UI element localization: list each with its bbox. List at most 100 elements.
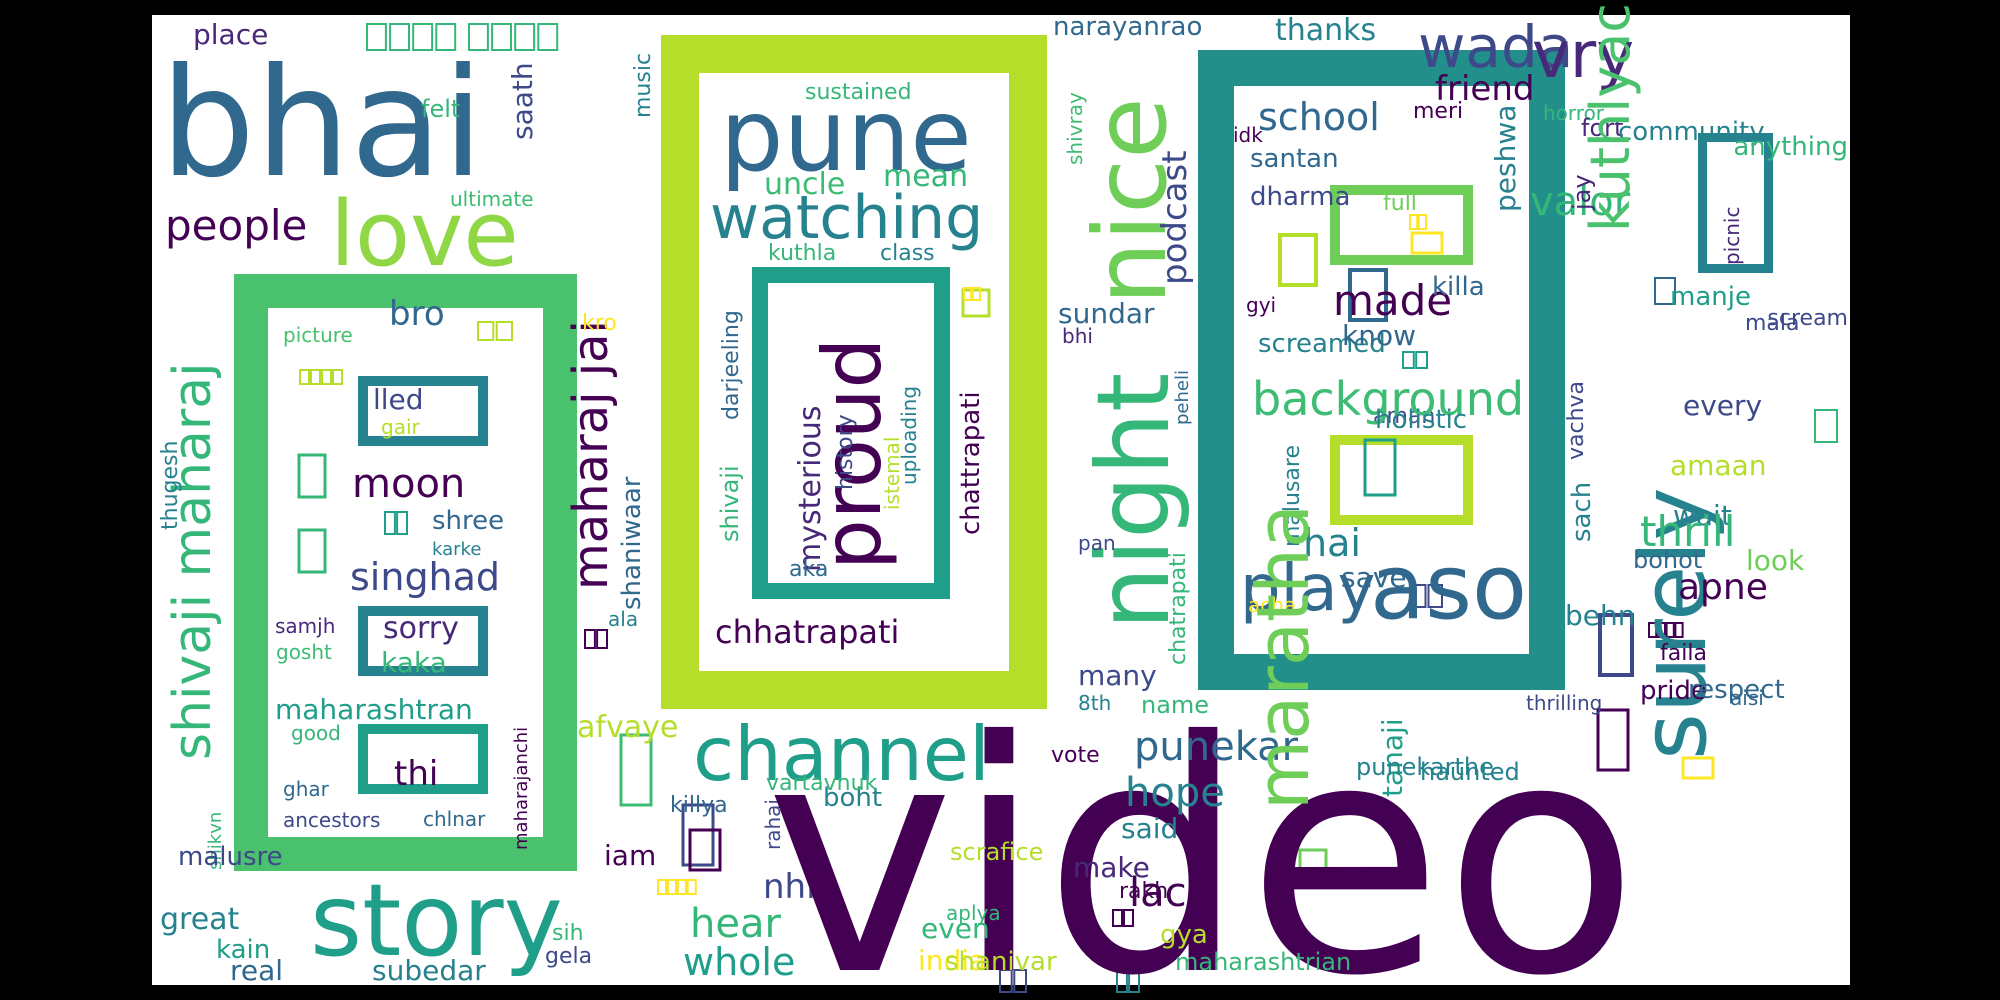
cloud-word: know [1342, 319, 1416, 352]
cloud-word: peheli [1172, 370, 1193, 425]
cloud-word: bhai [160, 37, 484, 211]
cloud-word: make [1073, 851, 1150, 884]
cloud-word: valor [1530, 179, 1631, 225]
cloud-word: bro [389, 294, 445, 334]
cloud-word: every [1683, 389, 1762, 422]
glyph-box [366, 23, 387, 51]
cloud-word: sach [1567, 482, 1597, 542]
cloud-word: class [880, 241, 935, 266]
cloud-word: mean [883, 159, 968, 194]
cloud-word: ancestors [283, 808, 380, 832]
cloud-word: surely [1622, 487, 1727, 760]
glyph-box [1123, 909, 1134, 927]
glyph-box [676, 879, 687, 895]
cloud-word: 8th [1078, 691, 1111, 715]
cloud-word: narayanrao [1053, 12, 1202, 42]
glyph-box [389, 23, 411, 51]
cloud-word: vachva [1564, 381, 1589, 460]
cloud-word: felt [421, 95, 460, 123]
cloud-word: manje [1670, 282, 1751, 312]
cloud-word: killa [1432, 272, 1485, 302]
glyph-box [686, 879, 697, 895]
cloud-word: even [921, 912, 990, 945]
glyph-box [1363, 438, 1397, 497]
cloud-word: karke [432, 539, 481, 560]
glyph-box [999, 969, 1013, 993]
cloud-word: save [1341, 561, 1407, 594]
glyph-box-large [661, 35, 1047, 709]
cloud-word: shikvn [205, 812, 226, 870]
glyph-box-large [752, 267, 950, 599]
cloud-word: chlnar [423, 807, 486, 831]
cloud-word: killya [670, 793, 728, 818]
cloud-word: pride [1640, 676, 1707, 706]
cloud-word: india [918, 944, 986, 977]
glyph-box [971, 287, 981, 301]
cloud-word: behn [1565, 599, 1636, 632]
cloud-word: istemal [880, 437, 904, 510]
cloud-word: whole [683, 940, 795, 984]
cloud-word: chatrapati [1166, 552, 1191, 665]
cloud-word: punekarthe [1356, 753, 1494, 781]
glyph-box-large [358, 724, 488, 794]
glyph-box [310, 369, 321, 385]
glyph-box [1665, 622, 1675, 638]
cloud-word: great [160, 902, 240, 937]
cloud-word: hai [1303, 521, 1361, 565]
cloud-word: lac [1129, 870, 1187, 916]
cloud-word: history [833, 414, 858, 490]
cloud-word: thrilling [1526, 691, 1602, 715]
cloud-word: school [1258, 95, 1380, 139]
cloud-word: iam [604, 839, 656, 872]
cloud-word: hope [1125, 770, 1225, 816]
cloud-word: thi [394, 754, 438, 794]
cloud-word: gya [1160, 920, 1208, 950]
cloud-word: vartavnuk [766, 771, 878, 796]
cloud-word: podcast [1155, 150, 1195, 285]
cloud-word: afvaye [577, 710, 678, 745]
cloud-word: idk [1233, 123, 1263, 147]
box-layer [234, 23, 1838, 993]
cloud-word: name [1141, 691, 1209, 719]
glyph-box [1409, 214, 1419, 230]
glyph-box [657, 879, 668, 895]
glyph-box [1402, 351, 1415, 369]
glyph-box [1681, 756, 1715, 780]
cloud-word: jay [1568, 174, 1596, 211]
cloud-word: uploading [897, 386, 921, 485]
glyph-box [1648, 622, 1658, 638]
glyph-box [1013, 969, 1027, 993]
cloud-word: boht [823, 783, 882, 813]
cloud-word: rahai [761, 799, 785, 850]
glyph-box [1415, 351, 1428, 369]
cloud-word: kain [216, 935, 270, 965]
glyph-box [491, 23, 513, 51]
glyph-box [1278, 233, 1318, 287]
cloud-word: background [1252, 372, 1524, 426]
cloud-word: thrill [1640, 507, 1735, 556]
cloud-word: thugesh [158, 441, 183, 530]
cloud-word: faila [1660, 641, 1707, 666]
glyph-box [1116, 969, 1128, 993]
glyph-box [1411, 584, 1427, 608]
cloud-word: full [1383, 191, 1417, 216]
glyph-box [584, 629, 596, 649]
cloud-word: aso [1370, 535, 1527, 640]
cloud-word: kaka [381, 646, 447, 679]
cloud-word: vote [1051, 743, 1100, 768]
cloud-word: aka [789, 557, 828, 582]
glyph-box [1656, 622, 1667, 638]
cloud-word: maharashtrian [1175, 948, 1351, 976]
cloud-word: aisi [1730, 686, 1764, 710]
cloud-word: ghar [283, 777, 330, 801]
cloud-panel [152, 15, 1850, 985]
cloud-word: kuthlyach [1579, 0, 1642, 232]
cloud-word: dharma [1250, 182, 1350, 212]
cloud-word: ultimate [450, 187, 534, 211]
cloud-word: gela [545, 944, 592, 969]
cloud-word: malusre [178, 842, 283, 872]
cloud-word: sih [552, 921, 584, 946]
cloud-word: moon [352, 461, 465, 507]
glyph-box [297, 528, 327, 574]
cloud-word: screamed [1258, 329, 1386, 359]
